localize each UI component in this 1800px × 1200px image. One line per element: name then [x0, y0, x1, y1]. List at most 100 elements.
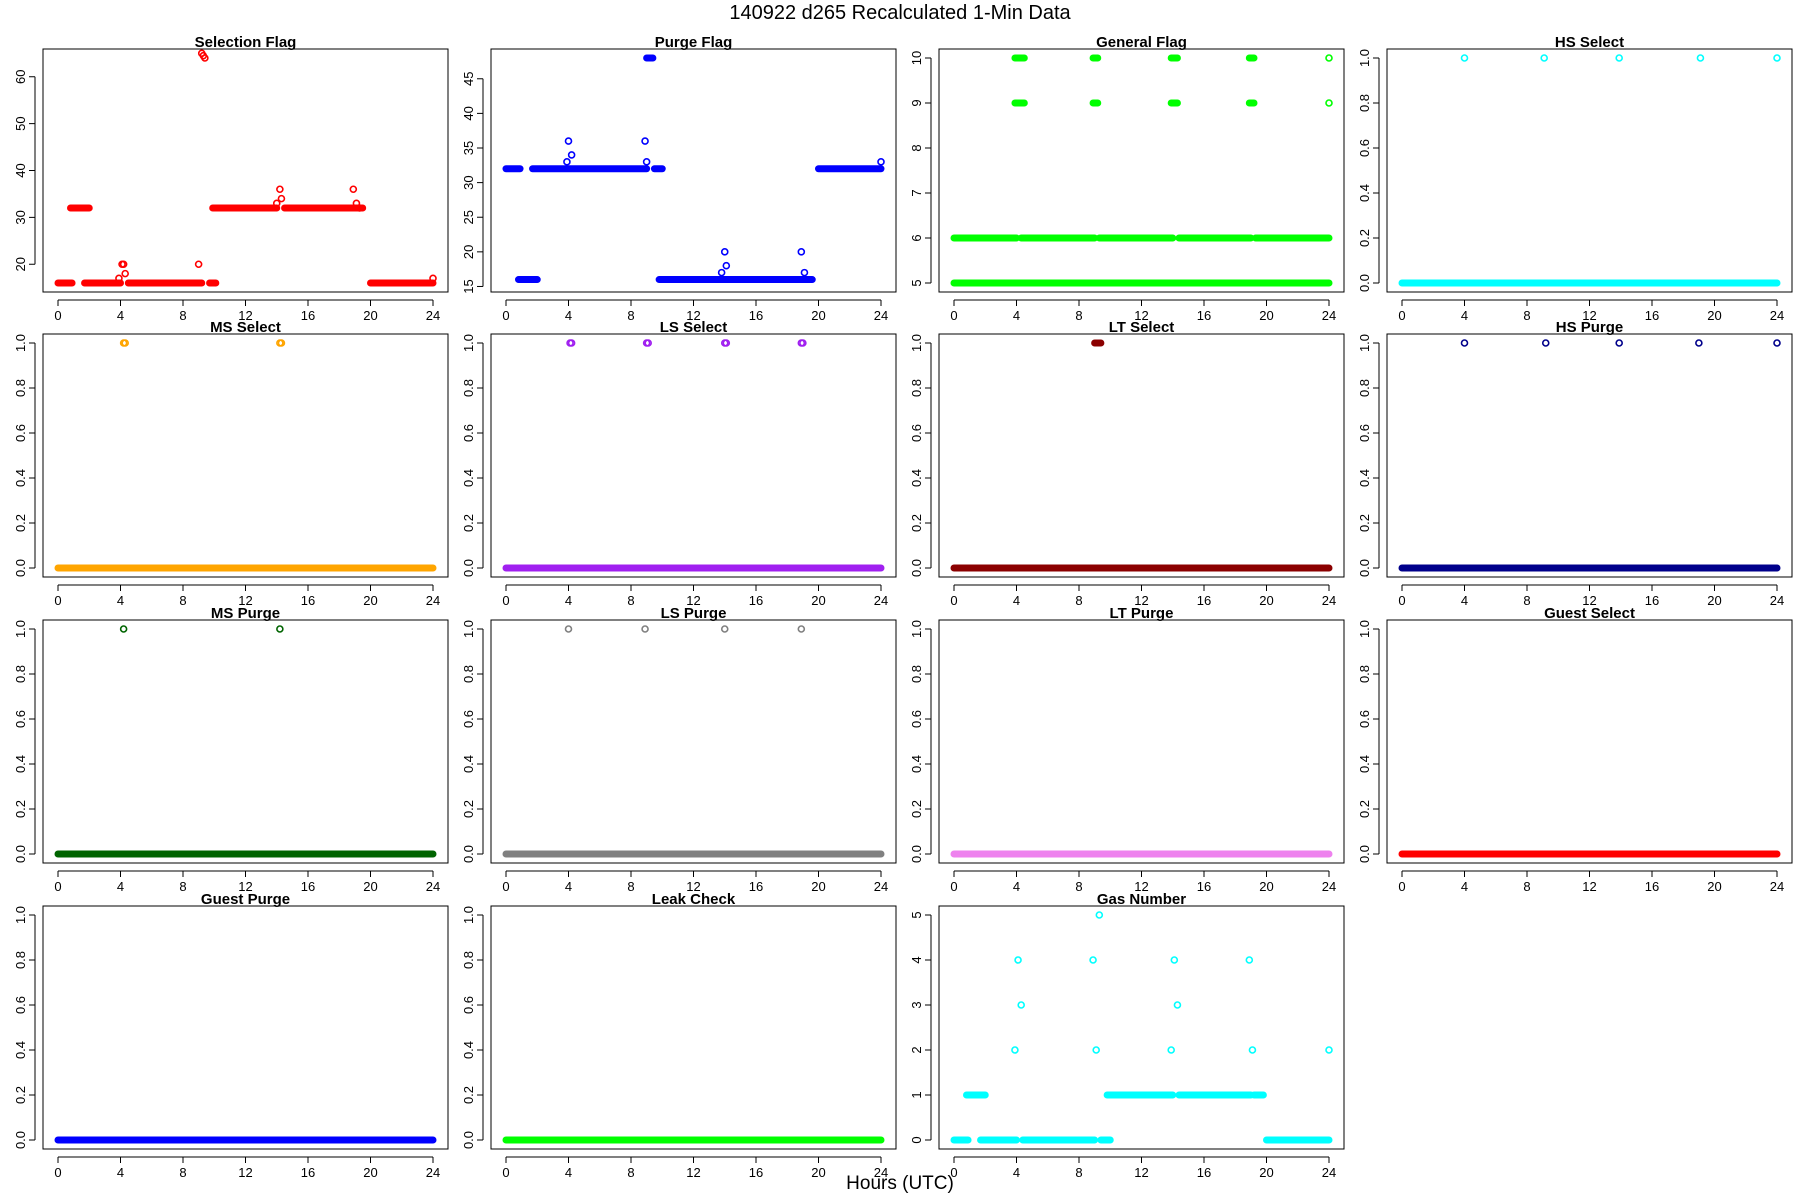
plot-frame [490, 333, 897, 578]
x-tick-label: 24 [1322, 593, 1336, 608]
y-tick-label: 0.6 [909, 424, 924, 442]
y-tick-label: 0.8 [1357, 94, 1372, 112]
panel-title: Leak Check [652, 891, 736, 908]
x-tick-label: 20 [1259, 308, 1273, 323]
data-point-purge-flag [720, 248, 729, 256]
x-tick-label: 12 [686, 308, 700, 323]
x-tick-label: 16 [301, 879, 315, 894]
x-tick-label: 20 [1707, 308, 1721, 323]
panel-lt-select: LT Select 0 4 8 12 16 20 24 0.0 0.2 0.4 0.6 0.8 1.0 [909, 319, 1345, 608]
x-tick-label: 12 [1582, 879, 1596, 894]
x-tick-label: 0 [950, 593, 957, 608]
y-tick-label: 1.0 [461, 620, 476, 638]
data-point-ls-select [644, 339, 652, 347]
x-tick-label: 20 [363, 879, 377, 894]
y-tick-label: 0.8 [13, 379, 28, 397]
x-tick-label: 16 [1197, 593, 1211, 608]
y-tick-label: 60 [13, 70, 28, 84]
panel-title: HS Purge [1556, 319, 1624, 336]
plot-frame [938, 48, 1345, 293]
x-tick-label: 24 [1322, 308, 1336, 323]
x-tick-label: 16 [1197, 1165, 1211, 1180]
x-tick-label: 12 [1582, 593, 1596, 608]
x-tick-label: 20 [811, 593, 825, 608]
data-point-gas-number [1170, 956, 1179, 964]
x-tick-label: 16 [749, 879, 763, 894]
x-tick-label: 8 [627, 879, 634, 894]
plot-frame [490, 905, 897, 1150]
panel-title: LT Purge [1110, 605, 1174, 622]
x-tick-label: 12 [1134, 593, 1148, 608]
y-tick-label: 1.0 [13, 620, 28, 638]
data-point-hs-purge [1541, 339, 1550, 347]
data-point-hs-select [1773, 54, 1781, 62]
y-tick-label: 35 [461, 141, 476, 155]
data-point-hs-purge [1615, 339, 1623, 347]
panel-ls-purge: LS Purge 0 4 8 12 16 20 24 0.0 0.2 0.4 0.6 0.8 1.0 [461, 605, 897, 894]
y-tick-label: 0.2 [13, 800, 28, 818]
y-tick-label: 50 [13, 116, 28, 130]
y-tick-label: 0.2 [909, 514, 924, 532]
x-tick-label: 16 [1645, 879, 1659, 894]
panel-title: LT Select [1109, 319, 1175, 336]
data-point-ls-purge [720, 625, 729, 633]
panel-selection-flag: Selection Flag 0 4 8 12 16 20 24 20 30 40 50 60 [13, 34, 449, 323]
panel-title: Guest Purge [201, 891, 290, 908]
x-tick-label: 12 [1134, 1165, 1148, 1180]
y-tick-label: 0.6 [461, 996, 476, 1014]
y-tick-label: 8 [909, 144, 924, 151]
data-point-hs-select [1615, 54, 1623, 62]
x-tick-label: 12 [1582, 308, 1596, 323]
y-tick-label: 10 [909, 51, 924, 65]
data-point-gas-number [1014, 956, 1022, 964]
x-tick-label: 12 [1134, 879, 1148, 894]
y-tick-label: 0.2 [1357, 229, 1372, 247]
y-tick-label: 0.0 [1357, 559, 1372, 577]
y-tick-label: 0.0 [461, 845, 476, 863]
x-tick-label: 8 [1075, 308, 1082, 323]
data-point-purge-flag [800, 268, 809, 277]
y-tick-label: 0.6 [13, 710, 28, 728]
y-tick-label: 1.0 [1357, 620, 1372, 638]
x-tick-label: 24 [1322, 879, 1336, 894]
x-tick-label: 4 [1461, 593, 1468, 608]
y-tick-label: 40 [13, 163, 28, 177]
panel-title: LS Purge [661, 605, 727, 622]
y-tick-label: 7 [909, 189, 924, 196]
y-tick-label: 0.0 [1357, 845, 1372, 863]
x-tick-label: 12 [686, 1165, 700, 1180]
data-point-selection-flag [194, 260, 203, 269]
data-point-selection-flag [201, 54, 209, 62]
y-tick-label: 0.4 [909, 755, 924, 773]
y-tick-label: 25 [461, 210, 476, 224]
x-tick-label: 24 [874, 1165, 888, 1180]
x-tick-label: 4 [1013, 1165, 1020, 1180]
y-tick-label: 15 [461, 279, 476, 293]
data-point-gas-number [1011, 1046, 1019, 1054]
data-point-ms-select [277, 339, 286, 347]
plot-frame [490, 48, 897, 293]
y-tick-label: 0.4 [461, 1041, 476, 1059]
x-tick-label: 12 [686, 879, 700, 894]
x-tick-label: 20 [1707, 879, 1721, 894]
y-tick-label: 0.4 [461, 469, 476, 487]
x-tick-label: 16 [1645, 308, 1659, 323]
y-tick-label: 0.8 [909, 379, 924, 397]
y-tick-label: 0.0 [461, 1131, 476, 1149]
y-tick-label: 0.2 [461, 1086, 476, 1104]
y-tick-label: 0.6 [13, 424, 28, 442]
y-tick-label: 5 [909, 279, 924, 286]
x-tick-label: 4 [565, 879, 572, 894]
x-tick-label: 24 [1770, 593, 1784, 608]
x-tick-label: 8 [179, 593, 186, 608]
figure-title: 140922 d265 Recalculated 1-Min Data [729, 2, 1071, 24]
y-tick-label: 0.6 [909, 710, 924, 728]
panel-leak-check: Leak Check 0 4 8 12 16 20 24 0.0 0.2 0.4 0.6 0.8 1.0 [461, 891, 897, 1180]
data-point-selection-flag [121, 269, 129, 278]
y-tick-label: 0.0 [909, 845, 924, 863]
panel-title: MS Select [210, 319, 281, 336]
data-point-gas-number [1173, 1001, 1182, 1009]
x-tick-label: 20 [1259, 879, 1273, 894]
